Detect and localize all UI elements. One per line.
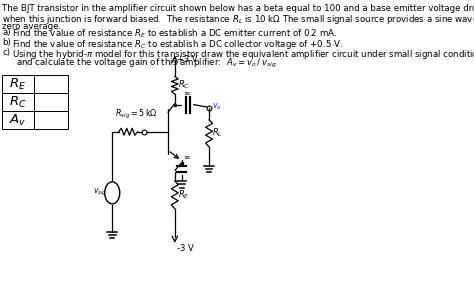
Text: zero average.: zero average. [2, 22, 61, 31]
Text: a): a) [2, 28, 10, 37]
Text: b): b) [2, 38, 11, 47]
Bar [2, 75, 68, 93]
Bar [2, 93, 68, 111]
Text: $R_{sig} = 5\,\mathrm{k}\Omega$: $R_{sig} = 5\,\mathrm{k}\Omega$ [115, 108, 157, 121]
Text: $R_E$: $R_E$ [178, 189, 190, 201]
Text: $A_v$: $A_v$ [9, 112, 27, 127]
Text: when this junction is forward biased.  The resistance $R_L$ is 10 k$\Omega$ The : when this junction is forward biased. Th… [2, 13, 474, 26]
Text: Using the hybrid-$\pi$ model for this transistor draw the equivalent amplifier c: Using the hybrid-$\pi$ model for this tr… [12, 48, 474, 61]
Text: $v_{sig}$: $v_{sig}$ [93, 187, 107, 198]
Text: +3 V: +3 V [177, 54, 198, 63]
Text: $R_L$: $R_L$ [212, 127, 223, 139]
Text: $R_C$: $R_C$ [178, 79, 190, 91]
Text: ∞: ∞ [183, 89, 190, 98]
Bar [2, 111, 68, 129]
Text: c): c) [2, 48, 10, 57]
Text: Find the value of resistance $R_E$ to establish a DC emitter current of 0.2 mA.: Find the value of resistance $R_E$ to es… [12, 28, 337, 40]
Text: and calculate the voltage gain of this amplifier:  $A_v = v_o\, /\, v_{sig}$: and calculate the voltage gain of this a… [16, 57, 276, 70]
Text: The BJT transistor in the amplifier circuit shown below has a beta equal to 100 : The BJT transistor in the amplifier circ… [2, 4, 474, 13]
Text: -3 V: -3 V [177, 244, 194, 253]
Text: Find the value of resistance $R_C$ to establish a DC collector voltage of +0.5 V: Find the value of resistance $R_C$ to es… [12, 38, 343, 51]
Text: $v_o$: $v_o$ [211, 101, 221, 112]
Text: $R_E$: $R_E$ [9, 77, 27, 92]
Text: ∞: ∞ [183, 153, 190, 162]
Text: $R_C$: $R_C$ [9, 95, 27, 109]
